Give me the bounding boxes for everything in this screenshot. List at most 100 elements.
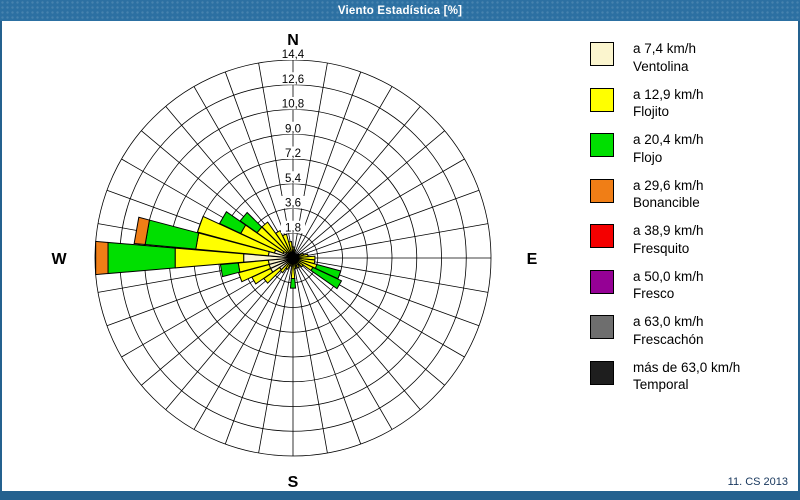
petal-segment [239,211,263,234]
grid-spoke [193,257,294,430]
legend-color-swatch [590,224,614,248]
window-border-right [798,21,800,491]
legend-item: a 20,4 km/h Flojo [590,131,790,177]
legend-color-swatch [590,178,614,203]
legend-color-swatch [590,269,614,294]
window-border-bottom [0,491,800,500]
grid-spoke [292,223,489,259]
petal-segment [196,215,277,254]
radial-tick-label: 5,4 [285,173,302,185]
legend-color-swatch [590,87,614,112]
legend-speed-text: a 38,9 km/h [633,223,704,238]
grid-spoke [292,106,421,259]
legend-name-text: Frescachón [633,331,704,347]
window-title: Viento Estadística [%] [337,4,463,17]
grid-spoke [258,257,294,454]
legend-speed-text: a 50,0 km/h [633,268,704,284]
petal-segment [219,262,241,278]
grid-spoke [292,257,328,454]
grid-spoke [292,257,445,386]
legend-name-text: Ventolina [633,58,689,74]
legend-label: a 63,0 km/h Frescachón [633,313,704,349]
tick-label-backing [280,171,306,184]
chart-panel: 1,8 3,6 5,4 7,2 9,0 10,8 12,6 14,4 N S W E a 7,4 km… [2,21,798,491]
wind-speed-legend: a 7,4 km/h Ventolina a 12,9 km/h Flojito a 2… [590,40,790,404]
radial-tick-label: 10,8 [282,99,304,111]
grid-spoke [292,189,480,259]
window-border-left [0,21,2,491]
legend-label: a 12,9 km/h Flojito [633,86,704,122]
petal-segment [310,266,343,290]
petal-segment [133,216,150,246]
radial-tick-label: 9,0 [285,123,301,135]
legend-label: a 7,4 km/h Ventolina [633,40,696,76]
grid-spoke [165,257,294,410]
legend-name-text: Temporal [633,377,689,393]
grid-spoke [292,158,465,259]
compass-label-south: S [288,474,299,491]
legend-color-swatch [590,42,614,66]
tick-label-backing [280,121,306,135]
petal-segment [144,219,200,250]
tick-label-backing [280,220,306,234]
legend-name-text: Flojito [633,104,670,120]
legend-name-text: Flojo [633,149,663,165]
radial-tick-labels: 1,8 3,6 5,4 7,2 9,0 10,8 12,6 14,4 [277,47,309,234]
compass-label-west: W [51,251,67,268]
legend-name-text: Bonancible [633,195,700,211]
radial-tick-label: 1,8 [285,222,301,234]
radial-tick-label: 12,6 [282,74,304,86]
tick-label-backing [277,72,309,85]
legend-speed-text: a 20,4 km/h [633,132,704,147]
tick-label-backing [280,146,306,159]
legend-item: más de 63,0 km/h Temporal [590,359,790,405]
legend-color-swatch [590,360,614,385]
petal-segment [289,278,297,289]
legend-speed-text: a 12,9 km/h [633,86,704,102]
petal-segment [218,210,247,235]
window-titlebar: Viento Estadística [%] [0,0,800,21]
legend-item: a 50,0 km/h Fresco [590,268,790,314]
wind-petals [95,210,343,290]
legend-item: a 63,0 km/h Frescachón [590,313,790,359]
legend-speed-text: a 29,6 km/h [633,177,704,193]
grid-spoke [292,257,362,445]
petal-segment [95,240,109,276]
grid-spoke [292,257,393,430]
petal-segment [288,240,294,256]
grid-spoke [193,86,294,259]
legend-color-swatch [590,315,614,339]
legend-name-text: Fresquito [633,240,690,256]
legend-item: a 29,6 km/h Bonancible [590,177,790,223]
radial-tick-label: 14,4 [282,49,305,61]
tick-label-backing [277,47,309,60]
legend-speed-text: a 7,4 km/h [633,41,697,56]
legend-speed-text: a 63,0 km/h [633,314,704,329]
grid-spoke [292,257,489,293]
radial-tick-label: 7,2 [285,148,301,160]
legend-item: a 7,4 km/h Ventolina [590,40,790,86]
legend-color-swatch [590,133,614,157]
legend-label: más de 63,0 km/h Temporal [633,359,740,395]
legend-label: a 38,9 km/h Fresquito [633,222,704,258]
grid-spoke [224,257,294,445]
grid-spoke [292,257,421,410]
grid-spoke [292,130,445,259]
credit-text: 11. CS 2013 [727,476,788,488]
tick-label-backing [277,97,309,110]
legend-label: a 29,6 km/h Bonancible [633,177,704,213]
compass-labels: N S W E [51,32,537,491]
radial-tick-label: 3,6 [285,198,301,210]
windrose-chart: 1,8 3,6 5,4 7,2 9,0 10,8 12,6 14,4N S W E [51,32,537,491]
legend-speed-text: más de 63,0 km/h [633,359,741,375]
tick-label-backing [280,196,306,209]
grid-spoke [292,86,393,259]
legend-label: a 50,0 km/h Fresco [633,268,704,304]
legend-name-text: Fresco [633,286,675,302]
legend-item: a 38,9 km/h Fresquito [590,222,790,268]
legend-item: a 12,9 km/h Flojito [590,86,790,132]
petal-segment [107,241,176,275]
legend-label: a 20,4 km/h Flojo [633,131,704,167]
compass-label-north: N [287,32,299,49]
